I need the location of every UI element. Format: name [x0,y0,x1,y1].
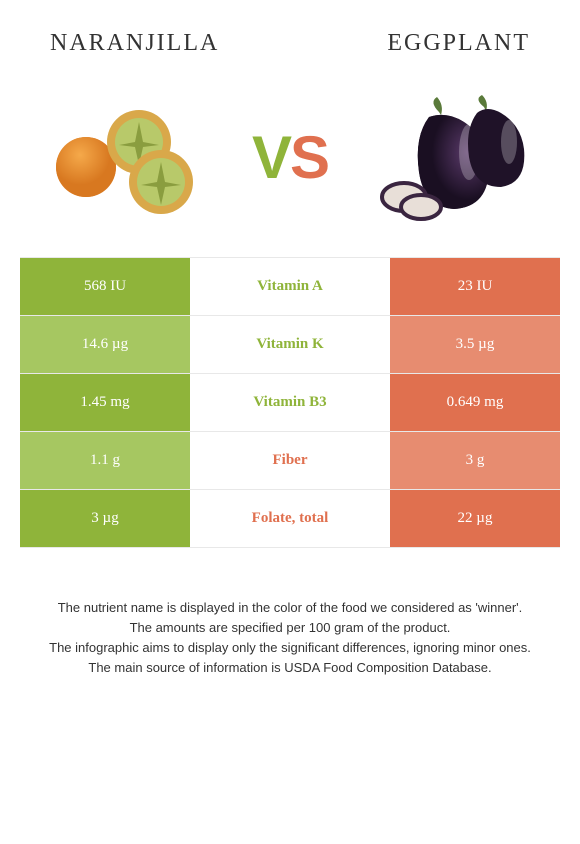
cell-right: 23 IU [390,258,560,315]
table-row: 1.1 g Fiber 3 g [20,432,560,490]
vs-label: VS [252,123,328,192]
vs-v: V [252,124,290,191]
images-row: VS [0,67,580,257]
cell-right: 3 g [390,432,560,489]
table-row: 568 IU Vitamin A 23 IU [20,258,560,316]
table-row: 14.6 µg Vitamin K 3.5 µg [20,316,560,374]
footer-line: The main source of information is USDA F… [20,658,560,678]
cell-right: 3.5 µg [390,316,560,373]
footer-notes: The nutrient name is displayed in the co… [0,548,580,679]
comparison-table: 568 IU Vitamin A 23 IU 14.6 µg Vitamin K… [20,257,560,548]
header-row: Naranjilla Eggplant [0,0,580,67]
table-row: 1.45 mg Vitamin B3 0.649 mg [20,374,560,432]
table-row: 3 µg Folate, total 22 µg [20,490,560,548]
cell-left: 14.6 µg [20,316,190,373]
title-left: Naranjilla [50,30,219,57]
cell-left: 3 µg [20,490,190,547]
cell-left: 1.45 mg [20,374,190,431]
footer-line: The infographic aims to display only the… [20,638,560,658]
cell-label: Vitamin K [190,316,390,373]
footer-line: The nutrient name is displayed in the co… [20,598,560,618]
cell-label: Vitamin B3 [190,374,390,431]
vs-s: S [290,124,328,191]
cell-left: 568 IU [20,258,190,315]
cell-right: 0.649 mg [390,374,560,431]
cell-left: 1.1 g [20,432,190,489]
cell-label: Fiber [190,432,390,489]
title-right: Eggplant [387,30,530,57]
naranjilla-image [51,87,211,227]
eggplant-image [369,87,529,227]
cell-right: 22 µg [390,490,560,547]
cell-label: Vitamin A [190,258,390,315]
cell-label: Folate, total [190,490,390,547]
footer-line: The amounts are specified per 100 gram o… [20,618,560,638]
